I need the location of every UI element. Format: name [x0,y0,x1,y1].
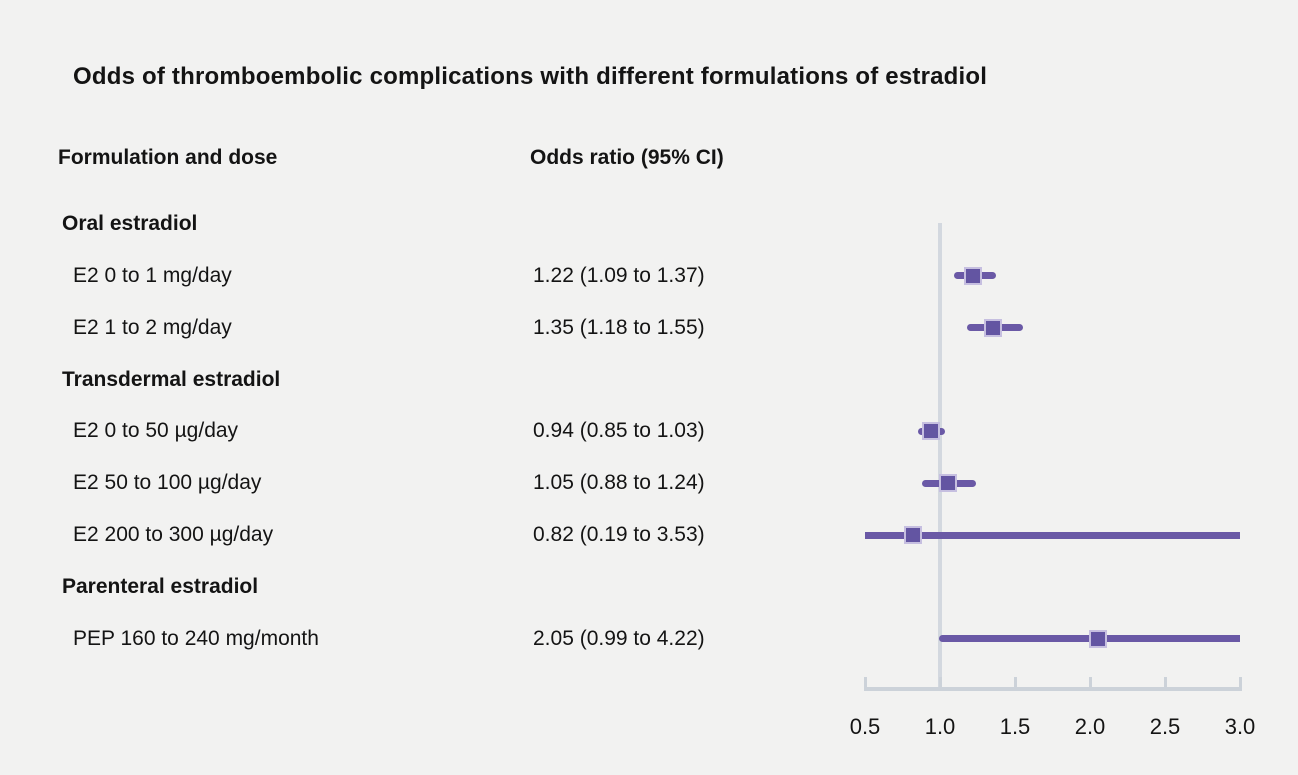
row-label: E2 200 to 300 µg/day [73,523,274,547]
row-label: E2 0 to 1 mg/day [73,263,232,287]
x-axis-tick [1088,677,1092,687]
x-axis-tick [938,677,942,687]
odds-ratio-marker [983,318,1002,337]
reference-line [938,223,942,687]
row-label: PEP 160 to 240 mg/month [73,626,319,650]
row-odds-ratio-value: 1.35 (1.18 to 1.55) [533,315,705,339]
row-odds-ratio-value: 2.05 (0.99 to 4.22) [533,626,705,650]
row-odds-ratio-value: 1.05 (0.88 to 1.24) [533,471,705,495]
row-label: E2 1 to 2 mg/day [73,315,232,339]
odds-ratio-marker [938,474,957,493]
odds-ratio-marker [964,266,982,285]
x-axis-tick [863,677,867,687]
group-label-1: Transdermal estradiol [62,367,281,391]
x-axis-tick-label: 0.5 [849,714,881,739]
row-odds-ratio-value: 0.94 (0.85 to 1.03) [533,419,705,443]
column-header-formulation: Formulation and dose [58,146,278,169]
x-axis-tick [1238,677,1242,687]
odds-ratio-marker [922,422,940,441]
x-axis-tick-label: 3.0 [1224,714,1256,739]
x-axis-tick [1013,677,1017,687]
group-label-2: Parenteral estradiol [62,574,259,598]
x-axis-tick [1163,677,1167,687]
row-odds-ratio-value: 1.22 (1.09 to 1.37) [533,263,705,287]
x-axis-tick-label: 2.5 [1149,714,1181,739]
row-label: E2 50 to 100 µg/day [73,471,262,495]
x-axis-tick-label: 1.5 [999,714,1031,739]
row-label: E2 0 to 50 µg/day [73,419,239,443]
row-odds-ratio-value: 0.82 (0.19 to 3.53) [533,523,705,547]
column-header-odds-ratio: Odds ratio (95% CI) [530,146,724,169]
ci-bar [865,531,1240,539]
odds-ratio-marker [1088,629,1107,648]
group-label-0: Oral estradiol [62,212,198,235]
x-axis-tick-label: 2.0 [1074,714,1106,739]
chart-title: Odds of thromboembolic complications wit… [73,63,988,90]
x-axis-line [864,687,1242,691]
x-axis-tick-label: 1.0 [924,714,956,739]
odds-ratio-marker [904,526,922,545]
